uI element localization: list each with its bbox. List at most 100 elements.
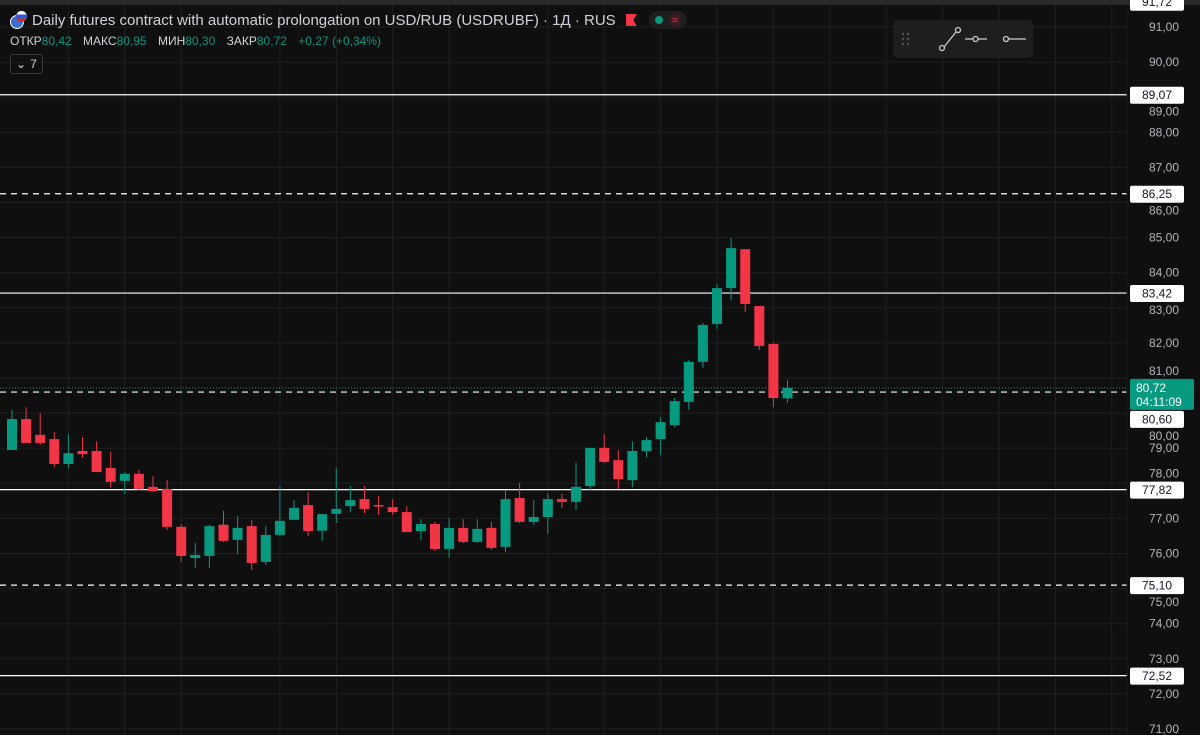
candle — [21, 407, 32, 443]
price-tick-label: 84,00 — [1149, 266, 1179, 280]
level-price-label: 77,82 — [1142, 483, 1172, 497]
candle — [105, 451, 116, 488]
red-flag-icon[interactable] — [625, 14, 637, 26]
indicators-toggle-button[interactable]: ⌄ 7 — [10, 54, 43, 74]
candle — [190, 542, 201, 568]
candle-body — [162, 488, 173, 527]
chevron-down-icon: ⌄ — [16, 57, 27, 71]
candle — [697, 322, 708, 368]
candle — [528, 500, 539, 526]
candle — [91, 441, 102, 473]
low-value: 80,30 — [185, 34, 216, 48]
candle — [176, 524, 187, 562]
candle-body — [655, 422, 666, 440]
candle-body — [458, 527, 469, 542]
candle-body — [585, 447, 596, 487]
price-labels: 89,07 86,25 83,42 80,60 77,82 75,10 72,52 91,72… — [1130, 0, 1194, 685]
level-price-label-box — [1130, 481, 1184, 499]
candle — [345, 486, 356, 513]
high-label: МАКС — [83, 34, 117, 48]
price-tick-label: 82,00 — [1149, 336, 1179, 350]
candle — [148, 476, 158, 493]
candle-body — [571, 486, 581, 502]
candle-body — [331, 508, 342, 514]
horizontal-levels[interactable] — [0, 94, 1127, 677]
candle — [740, 249, 751, 313]
candle — [387, 499, 398, 515]
horizontal-line-icon[interactable] — [965, 35, 987, 43]
price-tick-label: 80,00 — [1149, 429, 1179, 443]
candle-body — [373, 505, 384, 507]
candle — [359, 486, 370, 514]
level-price-label-box — [1130, 667, 1184, 685]
candle — [35, 413, 46, 445]
candle — [655, 417, 666, 455]
drag-handle-icon[interactable] — [901, 32, 910, 46]
candle-body — [246, 526, 257, 563]
candle-body — [683, 361, 694, 402]
level-price-label: 80,60 — [1142, 412, 1172, 426]
candle — [331, 467, 342, 523]
trend-line-icon[interactable] — [938, 26, 962, 52]
candle — [373, 495, 384, 515]
price-tick-label: 71,00 — [1149, 722, 1179, 735]
candle-body — [35, 434, 46, 443]
change-value: +0,27 (+0,34%) — [298, 34, 381, 48]
toolbar-icons — [901, 26, 1027, 52]
top-price-label-box — [1130, 0, 1184, 11]
candle — [77, 436, 88, 459]
candle-body — [430, 524, 440, 549]
candle-body — [768, 343, 779, 399]
candle — [726, 237, 737, 301]
candle-body — [401, 512, 412, 533]
candle-body — [204, 526, 215, 556]
candle-body — [444, 527, 455, 549]
candle — [669, 398, 680, 428]
candle-body — [669, 401, 680, 426]
candle-body — [190, 554, 201, 559]
candle — [246, 520, 257, 570]
candle-body — [641, 440, 652, 452]
candle-body — [627, 451, 638, 481]
candle — [232, 515, 243, 554]
candle — [289, 500, 299, 520]
level-price-label: 89,07 — [1142, 88, 1172, 102]
top-border — [0, 0, 1200, 5]
price-tick-label: 72,00 — [1149, 687, 1179, 701]
level-price-label-box — [1130, 577, 1184, 595]
candle-body — [740, 249, 751, 304]
drawing-toolbar[interactable] — [893, 20, 1033, 58]
level-price-label: 83,42 — [1142, 287, 1172, 301]
candle — [472, 519, 483, 543]
bar-countdown-label: 04:11:09 — [1136, 395, 1182, 409]
market-status[interactable]: ≈ — [648, 11, 688, 29]
ohlc-values: ОТКР80,42 МАКС80,95 МИН80,30 ЗАКР80,72 +… — [10, 34, 687, 48]
price-tick-label: 87,00 — [1149, 160, 1179, 174]
horizontal-ray-icon[interactable] — [1002, 35, 1027, 43]
candle — [683, 360, 694, 410]
price-axis[interactable]: 71,00 72,00 73,00 74,00 75,00 76,00 77,00 78,00… — [1149, 20, 1179, 735]
candle — [542, 493, 553, 534]
candle-body — [176, 526, 187, 556]
candle-body — [528, 516, 539, 522]
candle-body — [105, 467, 116, 482]
candle — [7, 409, 17, 450]
candle-body — [697, 324, 708, 362]
candle — [782, 379, 793, 403]
symbol-title[interactable]: Daily futures contract with automatic pr… — [32, 11, 616, 29]
candle-body — [317, 514, 328, 531]
price-tick-label: 79,00 — [1149, 441, 1179, 455]
candle-body — [500, 499, 511, 547]
price-tick-label: 83,00 — [1149, 303, 1179, 317]
candle-body — [387, 507, 398, 513]
candle — [444, 518, 455, 559]
candle-body — [91, 451, 102, 473]
candle-body — [274, 520, 285, 535]
candle — [571, 462, 581, 510]
level-price-label: 86,25 — [1142, 187, 1172, 201]
price-tick-label: 78,00 — [1149, 467, 1179, 481]
candle — [500, 489, 511, 553]
candle-body — [542, 499, 553, 517]
candle — [613, 449, 624, 489]
